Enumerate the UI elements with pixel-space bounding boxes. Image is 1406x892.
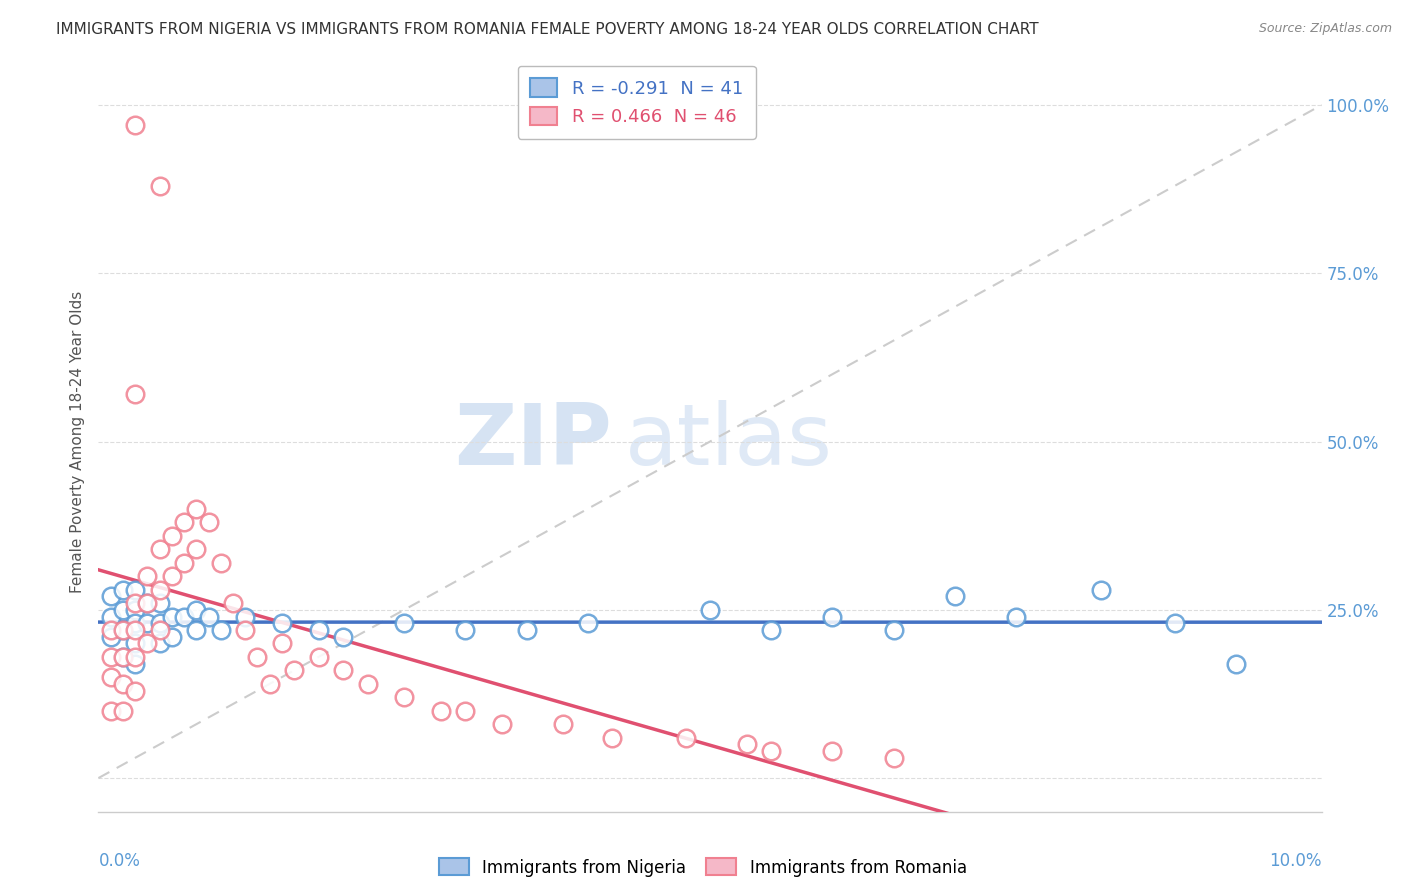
Point (1164, 616, 1187, 631)
Point (111, 623, 134, 637)
Point (124, 616, 146, 631)
Text: atlas: atlas (624, 400, 832, 483)
Point (100, 623, 122, 637)
Point (136, 596, 159, 610)
Point (124, 683, 146, 698)
Point (149, 623, 172, 637)
Point (100, 590, 122, 604)
Point (209, 556, 232, 570)
Point (821, 744, 844, 758)
Point (332, 664, 354, 678)
Point (883, 751, 905, 765)
Legend: Immigrants from Nigeria, Immigrants from Romania: Immigrants from Nigeria, Immigrants from… (430, 850, 976, 885)
Point (149, 616, 172, 631)
Point (173, 609, 195, 624)
Point (160, 529, 183, 543)
Point (186, 501, 208, 516)
Text: 10.0%: 10.0% (1270, 853, 1322, 871)
Point (553, 717, 575, 731)
Point (283, 664, 305, 678)
Point (111, 603, 134, 617)
Point (100, 630, 122, 644)
Point (675, 731, 697, 745)
Point (454, 623, 477, 637)
Point (1090, 582, 1112, 597)
Point (149, 542, 172, 557)
Point (111, 649, 134, 664)
Point (149, 178, 172, 193)
Point (356, 677, 378, 691)
Point (883, 623, 905, 637)
Point (111, 649, 134, 664)
Point (491, 717, 513, 731)
Point (430, 704, 453, 718)
Point (124, 623, 146, 637)
Point (173, 556, 195, 570)
Point (1004, 609, 1026, 624)
Point (149, 582, 172, 597)
Point (149, 596, 172, 610)
Point (100, 670, 122, 684)
Point (111, 623, 134, 637)
Point (270, 636, 292, 650)
Point (821, 609, 844, 624)
Point (259, 677, 281, 691)
Point (111, 677, 134, 691)
Point (576, 616, 599, 631)
Point (124, 582, 146, 597)
Point (186, 623, 208, 637)
Point (100, 609, 122, 624)
Point (136, 569, 159, 583)
Point (735, 738, 758, 752)
Point (392, 616, 416, 631)
Point (759, 744, 782, 758)
Point (308, 649, 330, 664)
Point (111, 704, 134, 718)
Y-axis label: Female Poverty Among 18-24 Year Olds: Female Poverty Among 18-24 Year Olds (69, 291, 84, 592)
Point (124, 636, 146, 650)
Point (233, 623, 256, 637)
Text: Source: ZipAtlas.com: Source: ZipAtlas.com (1258, 22, 1392, 36)
Point (759, 623, 782, 637)
Point (111, 582, 134, 597)
Point (124, 118, 146, 132)
Point (454, 704, 477, 718)
Point (149, 636, 172, 650)
Point (222, 596, 245, 610)
Point (270, 616, 292, 631)
Point (124, 657, 146, 671)
Point (186, 542, 208, 557)
Point (100, 704, 122, 718)
Point (209, 623, 232, 637)
Point (124, 387, 146, 401)
Point (160, 609, 183, 624)
Point (136, 596, 159, 610)
Point (136, 636, 159, 650)
Point (197, 516, 219, 530)
Point (160, 630, 183, 644)
Point (392, 690, 416, 705)
Point (600, 731, 623, 745)
Point (160, 569, 183, 583)
Legend: R = -0.291  N = 41, R = 0.466  N = 46: R = -0.291 N = 41, R = 0.466 N = 46 (517, 66, 755, 138)
Point (246, 649, 269, 664)
Point (100, 649, 122, 664)
Text: 0.0%: 0.0% (98, 853, 141, 871)
Point (233, 609, 256, 624)
Text: IMMIGRANTS FROM NIGERIA VS IMMIGRANTS FROM ROMANIA FEMALE POVERTY AMONG 18-24 YE: IMMIGRANTS FROM NIGERIA VS IMMIGRANTS FR… (56, 22, 1039, 37)
Point (332, 630, 354, 644)
Point (186, 603, 208, 617)
Point (1225, 657, 1247, 671)
Point (943, 590, 966, 604)
Point (197, 609, 219, 624)
Point (308, 623, 330, 637)
Point (173, 516, 195, 530)
Point (516, 623, 538, 637)
Point (124, 649, 146, 664)
Point (124, 596, 146, 610)
Point (136, 616, 159, 631)
Point (124, 603, 146, 617)
Point (699, 603, 721, 617)
Text: ZIP: ZIP (454, 400, 612, 483)
